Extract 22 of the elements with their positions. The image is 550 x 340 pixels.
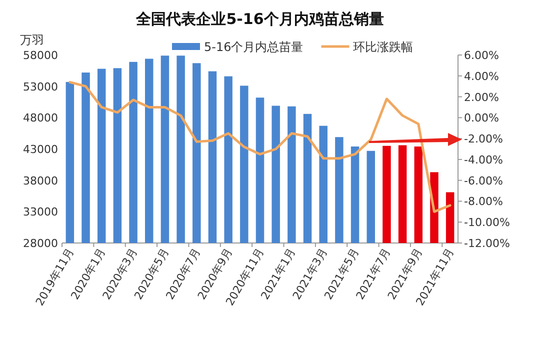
y-tick-label: 33000 [23, 206, 58, 219]
y2-tick-label: 2.00% [464, 90, 499, 104]
line-series [68, 80, 452, 213]
y-tick-label: 38000 [23, 174, 58, 188]
y2-tick-label: 0.00% [464, 112, 499, 125]
y-tick-label: 53000 [23, 80, 58, 94]
y2-tick-label: -8.00% [464, 195, 503, 208]
y-tick-label: 48000 [23, 112, 58, 125]
y2-tick-label: -10.00% [464, 216, 510, 230]
y-axis-title: 万羽 [20, 33, 44, 47]
y2-tick-label: -2.00% [464, 132, 503, 146]
y2-tick-label: 6.00% [464, 49, 499, 62]
y2-tick-label: -4.00% [464, 153, 503, 166]
y-tick-label: 28000 [23, 237, 58, 250]
chart-title: 全国代表企业5-16个月内鸡苗总销量 [135, 10, 384, 28]
legend-label: 5-16个月内总苗量 [204, 40, 304, 54]
y2-tick-label: -6.00% [464, 174, 503, 188]
y-tick-label: 43000 [23, 143, 58, 156]
y-tick-label: 58000 [23, 49, 58, 62]
y2-tick-label: -12.00% [464, 237, 510, 250]
legend-label: 环比涨跌幅 [353, 40, 414, 54]
y2-tick-label: 4.00% [464, 70, 499, 83]
